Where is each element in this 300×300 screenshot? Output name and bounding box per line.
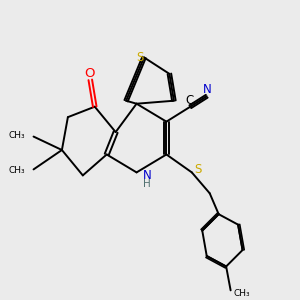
Text: CH₃: CH₃ — [234, 289, 250, 298]
Text: CH₃: CH₃ — [9, 167, 25, 176]
Text: H: H — [143, 179, 151, 189]
Text: CH₃: CH₃ — [9, 130, 25, 140]
Text: S: S — [195, 163, 202, 176]
Text: S: S — [136, 51, 143, 64]
Text: N: N — [203, 83, 212, 96]
Text: O: O — [84, 67, 94, 80]
Text: C: C — [186, 94, 194, 106]
Text: N: N — [142, 169, 152, 182]
